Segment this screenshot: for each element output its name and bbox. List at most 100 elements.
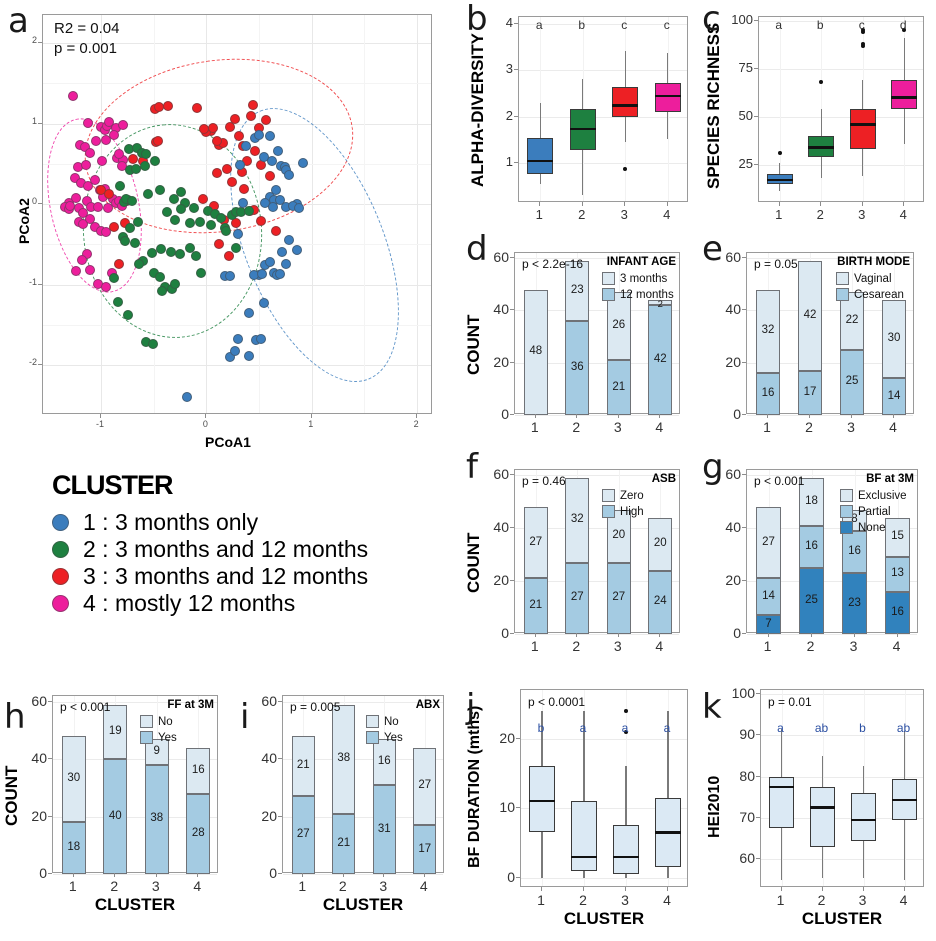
panel-f-asb: 21 27 27 32 27 20 24 20 0 20 40 60 1 2 3 4 p = 0.46 COUNT… xyxy=(462,445,700,667)
bar-value-label: 14 xyxy=(887,389,901,402)
scatter-point xyxy=(245,110,256,121)
bar-value-label: 23 xyxy=(848,596,861,609)
bar-value-label: 14 xyxy=(762,589,775,602)
x-tick-label: 4 xyxy=(899,892,908,908)
scatter-point xyxy=(112,296,123,307)
median-line xyxy=(891,96,918,99)
significance-letter: b xyxy=(537,721,545,735)
whisker-lower xyxy=(539,173,541,185)
scatter-point xyxy=(69,172,80,183)
scatter-point xyxy=(243,351,254,362)
annotation-r2: R2 = 0.04 xyxy=(54,20,120,37)
scatter-point xyxy=(70,265,81,276)
panel-label-k: k xyxy=(702,687,722,727)
scatter-point xyxy=(104,188,115,199)
y-tick-label: 25 xyxy=(738,155,753,171)
stacked-bar-segment xyxy=(842,573,867,634)
scatter-point xyxy=(224,270,235,281)
gridline-h xyxy=(761,776,923,778)
x-tick xyxy=(539,202,541,206)
gridline-h xyxy=(761,735,923,737)
panel-i-abx: 27 21 21 38 31 16 17 27 0 20 40 60 1 2 3 4 p = 0.005 CLUS… xyxy=(236,667,462,941)
bar-value-label: 7 xyxy=(765,617,772,630)
gridline-h xyxy=(283,701,443,703)
cluster-legend-title: CLUSTER xyxy=(52,470,174,500)
y-tick-label: 100 xyxy=(731,11,753,27)
panel-label-h: h xyxy=(4,697,26,737)
stacked-bar-segment xyxy=(103,759,128,874)
x-tick xyxy=(861,202,863,206)
gridline-h xyxy=(521,738,687,740)
whisker-upper xyxy=(779,162,781,175)
y-tick-label: 0 xyxy=(31,196,37,207)
x-tick-label: 4 xyxy=(663,892,671,908)
scatter-point xyxy=(270,185,281,196)
box xyxy=(528,766,555,833)
x-tick xyxy=(659,633,661,637)
stacked-bar-segment xyxy=(565,260,590,321)
scatter-point xyxy=(275,269,286,280)
y-axis-title: HEI2010 xyxy=(706,775,723,838)
scatter-point xyxy=(149,155,160,166)
outlier-point xyxy=(860,30,865,35)
pvalue-annotation: p = 0.005 xyxy=(290,700,341,714)
stacked-bar-segment xyxy=(413,747,437,826)
legend-label: Zero xyxy=(620,490,644,502)
y-tick-label: 100 xyxy=(731,685,755,702)
legend-label: Partial xyxy=(858,506,891,518)
gridline-v xyxy=(821,17,823,201)
legend-label: Exclusive xyxy=(858,490,907,502)
stacked-bar-segment xyxy=(372,739,396,785)
scatter-point xyxy=(234,130,245,141)
significance-letter: b xyxy=(816,18,824,32)
x-tick xyxy=(767,633,769,637)
gridline-h xyxy=(53,816,217,818)
scatter-point xyxy=(184,217,195,228)
scatter-point xyxy=(294,203,305,214)
y-tick xyxy=(742,257,746,259)
x-tick-label: 1 xyxy=(298,878,307,894)
stacked-bar-segment xyxy=(881,300,907,379)
y-tick-label: 0 xyxy=(501,625,509,641)
legend-swatch xyxy=(140,715,153,728)
y-tick-label: 0 xyxy=(507,868,515,885)
x-tick xyxy=(810,633,812,637)
significance-letter: a xyxy=(535,18,543,32)
y-tick xyxy=(510,361,514,363)
y-tick xyxy=(516,807,520,809)
x-tick-label: 4 xyxy=(889,419,897,435)
significance-letter: ab xyxy=(896,721,911,735)
cluster-swatch-3 xyxy=(52,568,69,585)
bar-value-label: 21 xyxy=(337,836,351,849)
scatter-point xyxy=(249,146,260,157)
x-tick-label: 1 xyxy=(537,892,545,908)
scatter-point xyxy=(224,121,235,132)
x-tick xyxy=(72,873,74,877)
significance-letter: b xyxy=(859,721,866,735)
gridline-h xyxy=(519,116,687,118)
scatter-point xyxy=(108,273,119,284)
x-tick-label: 3 xyxy=(613,419,622,435)
bar-value-label: 27 xyxy=(296,828,310,841)
y-tick-label: 60 xyxy=(31,692,47,709)
gridline-h-minor xyxy=(43,324,431,326)
y-tick-label: 20 xyxy=(493,572,509,589)
y-tick xyxy=(510,580,514,582)
scatter-point xyxy=(155,185,165,196)
plot-frame: 18 30 40 19 38 9 28 16 xyxy=(52,695,218,875)
x-tick xyxy=(809,414,810,418)
outlier-point xyxy=(777,151,782,156)
y-tick-label: 60 xyxy=(261,692,277,709)
y-tick xyxy=(278,758,282,760)
y-tick-label: 0 xyxy=(39,865,47,881)
stacked-bar-segment xyxy=(523,289,548,415)
scatter-point xyxy=(283,234,294,245)
panel-label-g: g xyxy=(702,447,724,487)
y-tick xyxy=(742,474,746,476)
bar-value-label: 16 xyxy=(191,763,205,776)
gridline-h xyxy=(521,808,687,810)
x-tick xyxy=(903,202,905,206)
legend-swatch xyxy=(366,731,379,744)
median-line xyxy=(850,818,877,822)
legend-swatch xyxy=(140,731,153,744)
